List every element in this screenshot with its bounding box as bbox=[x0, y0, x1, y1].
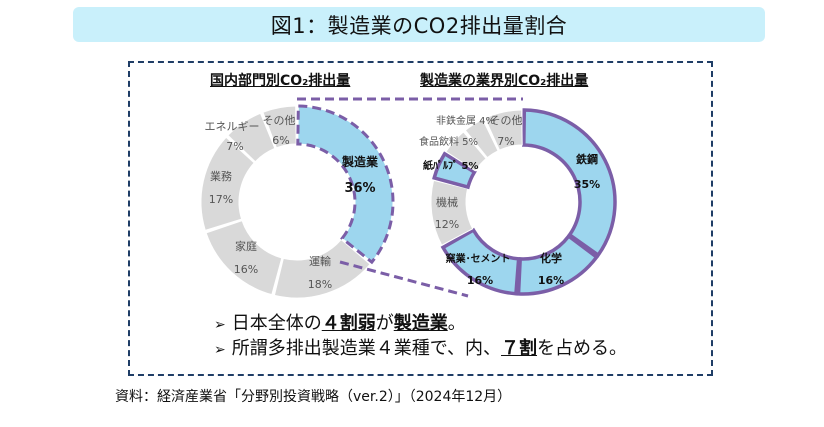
right-chart-title: 製造業の業界別CO₂排出量 bbox=[420, 73, 589, 89]
segment-label: 窯業･セメント bbox=[446, 252, 511, 265]
segment-label: 7% bbox=[497, 135, 514, 148]
donut-segment-3 bbox=[200, 136, 255, 232]
segment-label: 12% bbox=[435, 218, 459, 231]
segment-label: 16% bbox=[467, 274, 493, 287]
donut-segment-1 bbox=[273, 238, 371, 299]
donut-segment-6 bbox=[464, 118, 499, 159]
left-chart-title: 国内部門別CO₂排出量 bbox=[210, 73, 351, 89]
arrow-bullet-icon: ➢ bbox=[214, 342, 226, 358]
bullet-2: ➢ 所謂多排出製造業４業種で、内、７割を占める。 bbox=[214, 338, 628, 359]
segment-label: その他 bbox=[263, 114, 296, 127]
donut-segment-5 bbox=[262, 105, 297, 149]
donut-segment-2 bbox=[205, 220, 283, 296]
right-donut-chart bbox=[430, 108, 617, 296]
key-points: ➢ 日本全体の４割弱が製造業。 ➢ 所謂多排出製造業４業種で、内、７割を占める。 bbox=[214, 312, 627, 362]
segment-label: エネルギー bbox=[205, 120, 260, 133]
segment-label: 非鉄金属 4% bbox=[436, 114, 495, 127]
donut-segment-5 bbox=[445, 131, 487, 172]
segment-label: 7% bbox=[226, 140, 243, 153]
segment-label: 製造業 bbox=[341, 154, 379, 169]
segment-label: 化学 bbox=[540, 251, 562, 265]
bullet-1: ➢ 日本全体の４割弱が製造業。 bbox=[214, 313, 466, 334]
source-note: 資料：経済産業省「分野別投資戦略（ver.2）」（2024年12月） bbox=[115, 389, 512, 405]
figure-title: 図1：製造業のCO2排出量割合 bbox=[270, 13, 568, 38]
donut-segment-3 bbox=[430, 179, 474, 246]
chart-frame bbox=[128, 61, 713, 376]
donut-segment-0 bbox=[522, 108, 617, 258]
segment-label: その他 bbox=[490, 114, 523, 127]
segment-label: 機械 bbox=[436, 195, 458, 209]
segment-label: 35% bbox=[574, 178, 600, 191]
segment-label: 紙ﾊﾟﾙﾌﾟ 5% bbox=[423, 159, 478, 172]
zoom-connector-lines bbox=[296, 97, 523, 298]
segment-label: 18% bbox=[308, 278, 332, 291]
segment-label: 16% bbox=[538, 274, 564, 287]
segment-label: 16% bbox=[234, 263, 258, 276]
donut-segment-1 bbox=[516, 233, 600, 296]
segment-label: 鉄鋼 bbox=[576, 152, 598, 166]
segment-label: 家庭 bbox=[235, 239, 257, 253]
connector-bottom bbox=[339, 260, 469, 298]
segment-label: 36% bbox=[344, 181, 375, 196]
donut-segment-4 bbox=[227, 112, 276, 163]
segment-label: 業務 bbox=[210, 169, 232, 183]
donut-labels: 製造業 36% 運輸 18% 家庭 16% 業務 17% エネルギー 7% その他 6% 鉄鋼 35% 化学… bbox=[205, 114, 601, 291]
figure-title-bar: 図1：製造業のCO2排出量割合 bbox=[73, 7, 765, 42]
segment-label: 食品飲料 5% bbox=[419, 135, 478, 148]
donut-segment-2 bbox=[440, 227, 521, 296]
arrow-bullet-icon: ➢ bbox=[214, 317, 226, 333]
donut-segment-4 bbox=[432, 151, 477, 190]
highlight-outline bbox=[296, 104, 395, 265]
segment-label: 6% bbox=[272, 134, 289, 147]
donut-segment-7 bbox=[484, 109, 523, 151]
segment-label: 17% bbox=[209, 193, 233, 206]
segment-label: 運輸 bbox=[309, 254, 331, 268]
